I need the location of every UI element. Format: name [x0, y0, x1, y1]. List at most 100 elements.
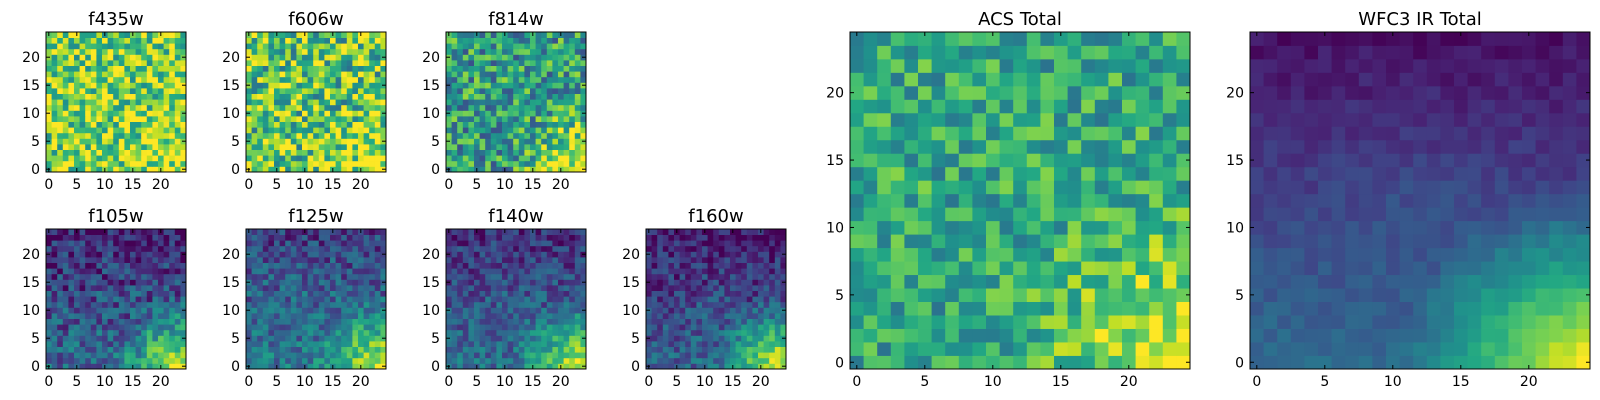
heatmap-cell [479, 132, 486, 139]
heatmap-cell [246, 88, 252, 94]
heatmap-cell [558, 149, 564, 156]
heatmap-cell [51, 88, 58, 94]
heatmap-cell [958, 220, 973, 235]
heatmap-cell [251, 346, 258, 353]
heatmap-cell [146, 121, 153, 128]
heatmap-cell [530, 301, 536, 308]
heatmap-cell [302, 121, 308, 128]
heatmap-cell [890, 315, 905, 329]
heatmap-cell [707, 307, 714, 314]
heatmap-cell [558, 110, 564, 117]
heatmap-cell [251, 144, 258, 150]
heatmap-cell [79, 279, 86, 286]
heatmap-cell [335, 335, 342, 342]
heatmap-cell [1108, 234, 1123, 249]
panel-title: f814w [488, 9, 543, 30]
heatmap-cell [352, 160, 359, 167]
heatmap-cell [118, 352, 125, 359]
heatmap-cell [285, 273, 292, 280]
heatmap-cell [524, 43, 531, 50]
heatmap-cell [657, 273, 664, 280]
heatmap-cell [124, 93, 131, 100]
heatmap-cell [769, 346, 776, 353]
heatmap-cell [130, 110, 136, 117]
x-tick-label: 20 [152, 177, 170, 193]
heatmap-cell [274, 149, 280, 156]
heatmap-cell [713, 251, 720, 258]
heatmap-cell [313, 160, 320, 167]
heatmap-cell [251, 116, 258, 122]
heatmap-cell [285, 60, 292, 66]
heatmap-cell [479, 160, 486, 167]
heatmap-cell [79, 121, 86, 128]
heatmap-cell [546, 285, 553, 291]
heatmap-cell [1176, 315, 1191, 329]
heatmap-cell [251, 290, 258, 297]
heatmap-cell [374, 37, 381, 44]
heatmap-cell [374, 48, 381, 55]
heatmap-cell [335, 149, 342, 156]
heatmap-cell [696, 352, 703, 359]
heatmap-cell [158, 60, 164, 66]
heatmap-cell [735, 257, 742, 263]
heatmap-cell [324, 48, 331, 55]
heatmap-cell [141, 285, 148, 291]
heatmap-cell [958, 193, 973, 208]
heatmap-cell [57, 99, 64, 106]
heatmap-cell [485, 76, 492, 83]
heatmap-cell [496, 346, 503, 353]
heatmap-cell [346, 32, 353, 38]
heatmap-cell [530, 144, 536, 150]
heatmap-cell [474, 116, 480, 122]
heatmap-cell [746, 335, 753, 342]
heatmap-cell [496, 229, 503, 235]
heatmap-cell [180, 346, 187, 353]
heatmap-cell [130, 290, 136, 297]
heatmap-cell [318, 257, 325, 263]
heatmap-cell [574, 240, 581, 247]
heatmap-cell [57, 155, 64, 162]
heatmap-cell [358, 273, 364, 280]
heatmap-cell [346, 76, 353, 83]
heatmap-cell [363, 329, 370, 336]
heatmap-cell [530, 273, 536, 280]
heatmap-cell [346, 318, 353, 325]
heatmap-cell [524, 352, 531, 359]
heatmap-cell [68, 296, 75, 303]
heatmap-cell [730, 313, 736, 319]
heatmap-cell [507, 121, 514, 128]
heatmap-cell [580, 290, 587, 297]
heatmap-cell [85, 155, 92, 162]
heatmap-cell [380, 240, 387, 247]
heatmap-cell [563, 346, 570, 353]
heatmap-cell [931, 355, 946, 370]
heatmap-cell [774, 262, 781, 269]
heatmap-cell [690, 357, 697, 364]
heatmap-cell [46, 329, 52, 336]
heatmap-cell [152, 257, 159, 263]
heatmap-cell [174, 273, 181, 280]
heatmap-cell [546, 341, 553, 347]
heatmap-cell [285, 43, 292, 50]
heatmap-cell [174, 144, 181, 150]
heatmap-cell [1040, 288, 1055, 302]
heatmap-cell [674, 257, 680, 263]
heatmap-cell [457, 279, 464, 286]
heatmap-cell [313, 279, 320, 286]
heatmap-cell [107, 262, 114, 269]
heatmap-cell [546, 363, 553, 370]
heatmap-cell [130, 257, 136, 263]
heatmap-cell [690, 285, 697, 291]
heatmap-cell [307, 234, 314, 241]
heatmap-cell [369, 76, 376, 83]
heatmap-cell [1149, 328, 1164, 343]
heatmap-cell [313, 262, 320, 269]
heatmap-cell [702, 335, 708, 342]
heatmap-cell [68, 329, 75, 336]
heatmap-cell [563, 149, 570, 156]
heatmap-cell [113, 60, 120, 66]
heatmap-cell [474, 329, 480, 336]
heatmap-cell [1054, 288, 1068, 302]
heatmap-cell [474, 99, 480, 106]
heatmap-cell [79, 132, 86, 139]
